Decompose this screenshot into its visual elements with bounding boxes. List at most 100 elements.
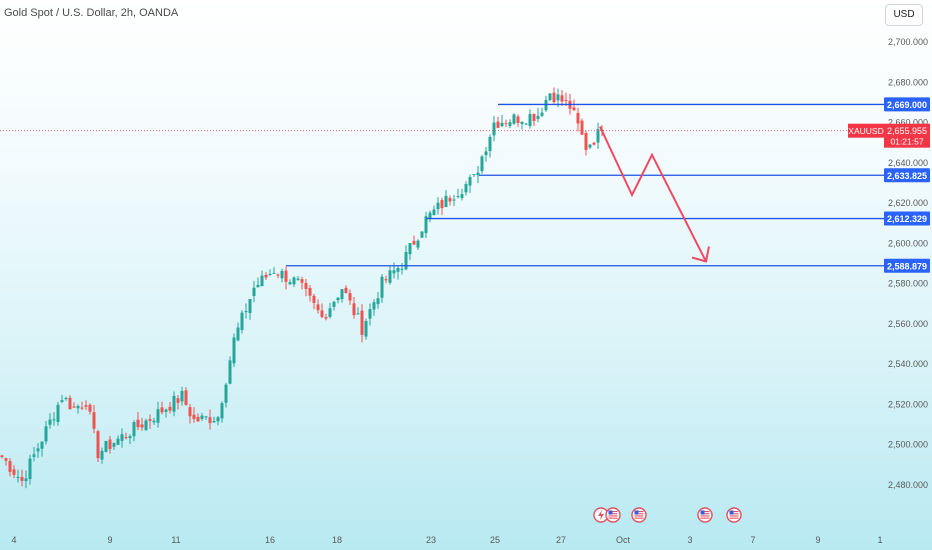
candle-body bbox=[376, 298, 380, 305]
candle bbox=[420, 231, 424, 238]
candle bbox=[84, 400, 88, 410]
candle-body bbox=[76, 405, 80, 409]
candle-body bbox=[436, 202, 440, 210]
candle bbox=[152, 417, 156, 425]
x-tick-label: 16 bbox=[265, 535, 275, 545]
us-flag-icon[interactable] bbox=[697, 507, 713, 523]
candle bbox=[480, 154, 484, 174]
x-tick-label: 3 bbox=[687, 535, 692, 545]
candle bbox=[92, 404, 96, 434]
candle bbox=[444, 190, 448, 208]
candle-body bbox=[56, 404, 60, 422]
candle bbox=[132, 420, 136, 442]
candle-body bbox=[20, 476, 24, 481]
candle bbox=[340, 289, 344, 303]
candle bbox=[292, 276, 296, 287]
candle-body bbox=[356, 313, 360, 315]
candle-body bbox=[4, 458, 8, 461]
candle-body bbox=[440, 200, 444, 209]
candle-body bbox=[216, 417, 220, 422]
candle-body bbox=[444, 195, 448, 208]
candle-body bbox=[160, 407, 164, 413]
projection-path[interactable] bbox=[599, 126, 707, 262]
candle bbox=[400, 262, 404, 275]
candle bbox=[0, 454, 4, 459]
candle-body bbox=[112, 443, 116, 447]
candle-body bbox=[304, 282, 308, 290]
y-tick-label: 2,500.000 bbox=[888, 440, 928, 450]
candle-body bbox=[212, 421, 216, 423]
currency-button[interactable]: USD bbox=[885, 4, 923, 26]
candle-body bbox=[400, 268, 404, 270]
candle bbox=[472, 174, 476, 177]
candle-body bbox=[472, 174, 476, 176]
candle bbox=[304, 278, 308, 297]
candle-body bbox=[556, 94, 560, 101]
candle bbox=[172, 391, 176, 417]
candle bbox=[156, 401, 160, 428]
candle bbox=[404, 245, 408, 271]
candle-body bbox=[196, 416, 200, 422]
y-tick-label: 2,620.000 bbox=[888, 198, 928, 208]
candle bbox=[500, 114, 504, 128]
candle bbox=[12, 465, 16, 479]
candle-body bbox=[92, 412, 96, 429]
candle-body bbox=[152, 420, 156, 423]
candle bbox=[208, 409, 212, 430]
candle bbox=[596, 122, 600, 149]
candle-body bbox=[360, 310, 364, 335]
candle bbox=[320, 303, 324, 318]
candle bbox=[144, 418, 148, 432]
candle bbox=[336, 297, 340, 304]
us-flag-icon[interactable] bbox=[605, 507, 621, 523]
candle-body bbox=[576, 112, 580, 124]
candle-body bbox=[548, 93, 552, 101]
candle-body bbox=[64, 398, 68, 400]
candle-body bbox=[508, 122, 512, 127]
current-price-tag bbox=[884, 123, 930, 148]
candle bbox=[392, 262, 396, 279]
candle bbox=[140, 417, 144, 431]
candle bbox=[240, 310, 244, 334]
candle bbox=[316, 299, 320, 314]
candle bbox=[220, 401, 224, 423]
candle-body bbox=[544, 100, 548, 111]
candle bbox=[456, 188, 460, 199]
candle bbox=[80, 401, 84, 411]
candle-body bbox=[336, 297, 340, 301]
candle-body bbox=[108, 439, 112, 450]
candle bbox=[100, 447, 104, 464]
candle bbox=[528, 109, 532, 129]
level-tag-label: 2,669.000 bbox=[887, 100, 927, 110]
us-flag-icon[interactable] bbox=[631, 507, 647, 523]
candle bbox=[308, 285, 312, 302]
candle bbox=[384, 275, 388, 284]
candle bbox=[428, 210, 432, 223]
candle-body bbox=[72, 406, 76, 408]
candle bbox=[260, 270, 264, 287]
candle bbox=[4, 457, 8, 466]
candle-body bbox=[380, 276, 384, 298]
candle bbox=[244, 303, 248, 319]
candle-body bbox=[324, 317, 328, 319]
candle bbox=[32, 446, 36, 462]
candle bbox=[196, 413, 200, 422]
candle bbox=[160, 401, 164, 415]
symbol-tag bbox=[848, 123, 884, 138]
candle-body bbox=[592, 142, 596, 145]
candle-body bbox=[284, 270, 288, 282]
candle bbox=[548, 93, 552, 102]
candle-body bbox=[124, 437, 128, 439]
candle-body bbox=[296, 278, 300, 280]
candle bbox=[368, 303, 372, 326]
candle bbox=[180, 386, 184, 406]
x-tick-label: 23 bbox=[426, 535, 436, 545]
us-flag-icon[interactable] bbox=[726, 507, 742, 523]
y-tick-label: 2,640.000 bbox=[888, 158, 928, 168]
candle bbox=[24, 470, 28, 489]
candle-body bbox=[328, 308, 332, 317]
candle bbox=[8, 458, 12, 477]
candle-body bbox=[204, 416, 208, 418]
candle-body bbox=[180, 390, 184, 402]
